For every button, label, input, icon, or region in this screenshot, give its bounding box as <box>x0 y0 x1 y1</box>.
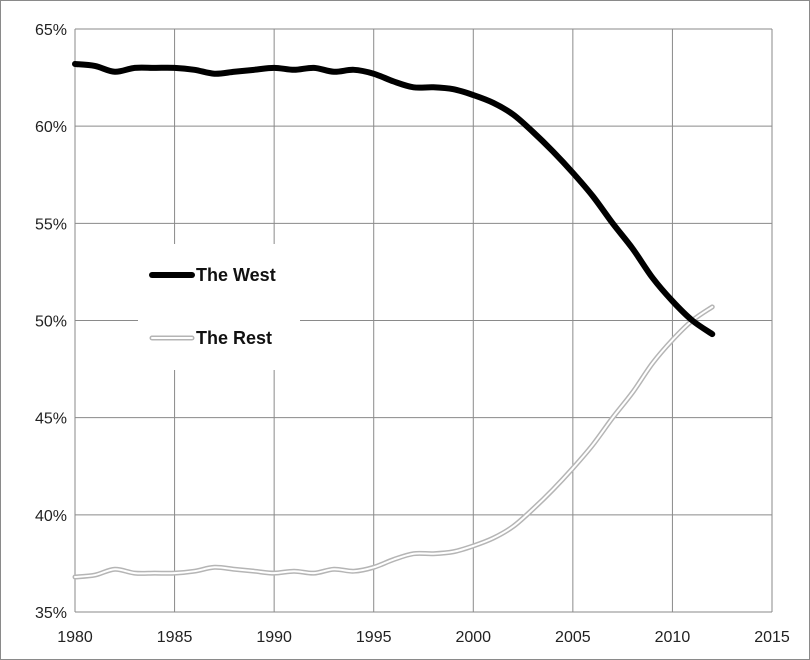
x-tick-label: 1980 <box>57 629 93 646</box>
series-line <box>72 60 716 338</box>
y-tick-label: 60% <box>35 119 67 136</box>
legend: The West The Rest <box>138 244 300 370</box>
y-axis-tick-labels: 35% 40% 45% 50% 55% 60% 65% <box>35 22 67 622</box>
y-tick-label: 45% <box>35 411 67 428</box>
x-tick-label: 2010 <box>655 629 691 646</box>
x-tick-label: 2005 <box>555 629 591 646</box>
y-tick-label: 65% <box>35 22 67 39</box>
legend-item: The West <box>149 265 276 285</box>
gridlines <box>74 28 773 613</box>
x-axis-tick-labels: 1980 1985 1990 1995 2000 2005 2010 2015 <box>57 629 790 646</box>
series-lines <box>72 60 716 580</box>
x-tick-label: 2000 <box>455 629 491 646</box>
axes <box>74 29 772 613</box>
legend-label: The West <box>196 265 276 285</box>
y-tick-label: 50% <box>35 314 67 331</box>
legend-background <box>138 244 300 370</box>
series-the-west <box>72 60 716 338</box>
legend-label: The Rest <box>196 328 272 348</box>
x-tick-label: 1990 <box>256 629 292 646</box>
x-tick-label: 1995 <box>356 629 392 646</box>
x-tick-label: 1985 <box>157 629 193 646</box>
series-line-inner <box>74 305 714 579</box>
series-the-rest <box>72 304 715 580</box>
legend-item: The Rest <box>149 328 272 348</box>
x-tick-label: 2015 <box>754 629 790 646</box>
y-tick-label: 35% <box>35 605 67 622</box>
y-tick-label: 40% <box>35 508 67 525</box>
y-tick-label: 55% <box>35 216 67 233</box>
